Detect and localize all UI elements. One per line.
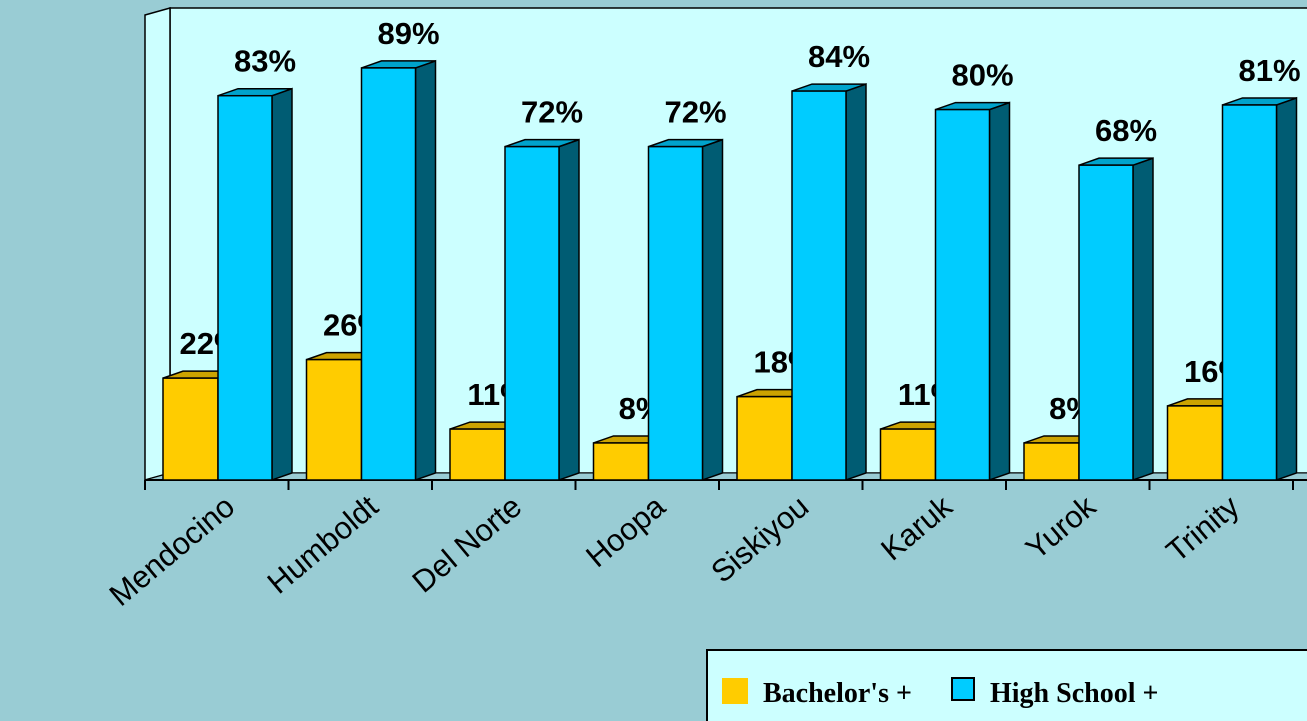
bar bbox=[1023, 434, 1100, 482]
bar-side bbox=[558, 138, 580, 482]
bar-side bbox=[845, 83, 867, 482]
legend-label: Bachelor's + bbox=[763, 678, 912, 709]
data-label: 80% bbox=[951, 58, 1013, 93]
bar bbox=[791, 83, 867, 482]
bar-front bbox=[879, 428, 937, 481]
bar-front bbox=[162, 377, 219, 481]
bar bbox=[504, 138, 580, 482]
legend-swatch bbox=[722, 678, 748, 704]
bar-front bbox=[217, 94, 273, 481]
bar-front bbox=[449, 428, 506, 481]
legend-box bbox=[706, 649, 1307, 721]
bar bbox=[1078, 157, 1154, 482]
bar-side bbox=[701, 138, 724, 482]
data-label: 68% bbox=[1095, 113, 1157, 148]
bar-side bbox=[271, 87, 293, 482]
bar-front bbox=[791, 90, 847, 481]
data-label: 72% bbox=[664, 95, 726, 130]
data-label: 72% bbox=[521, 95, 583, 130]
bar-front bbox=[934, 108, 991, 481]
bar bbox=[1221, 96, 1298, 482]
bar-front bbox=[647, 145, 704, 481]
bar-front bbox=[1166, 405, 1224, 481]
bar-front bbox=[504, 145, 560, 481]
bar-front bbox=[305, 358, 363, 481]
bar-side bbox=[1132, 157, 1154, 482]
bar-front bbox=[1221, 104, 1278, 481]
bar-front bbox=[736, 395, 793, 481]
bar-front bbox=[592, 442, 650, 481]
bar bbox=[360, 59, 437, 482]
legend-label: High School + bbox=[990, 678, 1158, 709]
bar-side bbox=[1275, 96, 1298, 482]
bar bbox=[934, 101, 1011, 482]
bar bbox=[647, 138, 724, 482]
bar-front bbox=[1078, 164, 1134, 481]
bar-side bbox=[988, 101, 1011, 482]
bar bbox=[217, 87, 293, 482]
legend: Bachelor's + High School + bbox=[706, 649, 1307, 721]
bar-front bbox=[1023, 442, 1080, 481]
bar-side bbox=[414, 59, 437, 482]
data-label: 84% bbox=[808, 39, 870, 74]
data-label: 81% bbox=[1238, 53, 1300, 88]
data-label: 89% bbox=[377, 16, 439, 51]
data-label: 83% bbox=[234, 44, 296, 79]
legend-swatch bbox=[951, 677, 975, 701]
bar-front bbox=[360, 67, 417, 481]
